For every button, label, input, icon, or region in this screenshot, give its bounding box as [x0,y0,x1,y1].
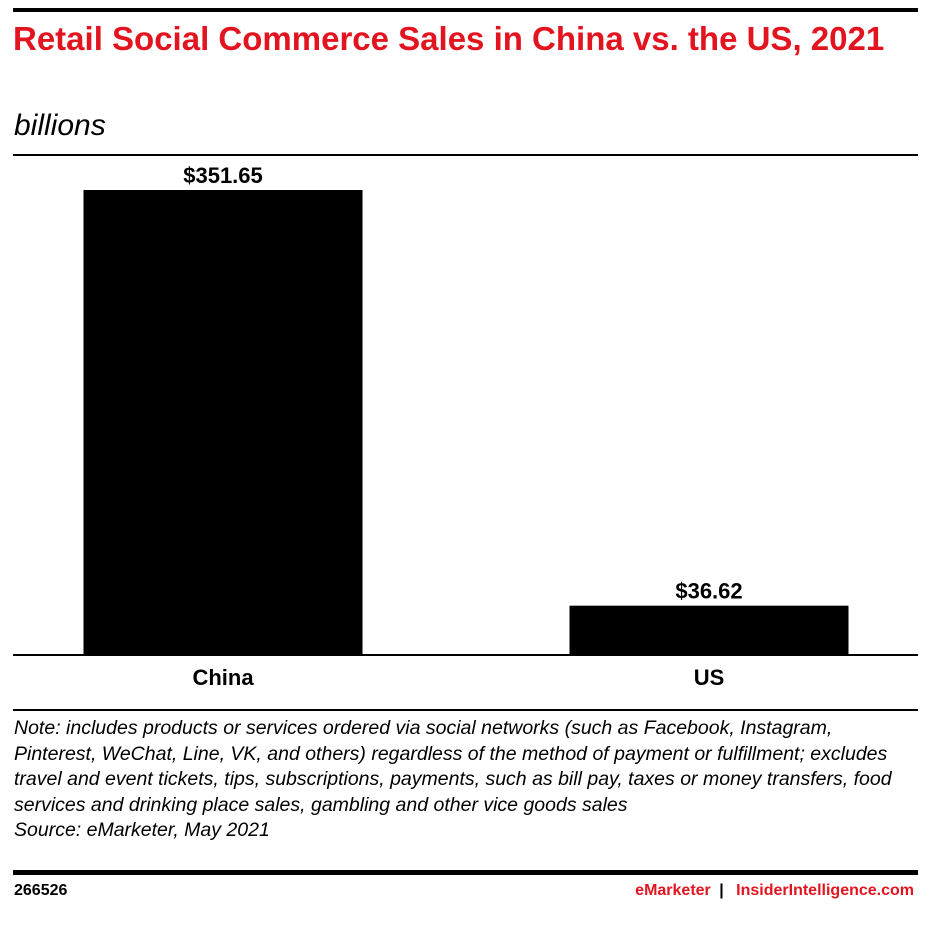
chart-subtitle: billions [14,109,106,142]
footer-divider [13,870,918,875]
brand-emarketer[interactable]: eMarketer [635,882,711,899]
top-rule [13,8,918,12]
brand-separator: | [719,882,724,899]
brand-insiderintelligence-link[interactable]: InsiderIntelligence.com [736,882,914,899]
bar-china [83,190,363,654]
x-axis-line [13,654,918,656]
bar-us [569,605,849,654]
data-label-china: $351.65 [183,163,263,188]
bar-chart: $351.65 China $36.62 US [83,163,849,690]
x-tick-label-us: US [694,665,725,690]
brand-credit: eMarketer | InsiderIntelligence.com [635,882,914,900]
header-divider [13,154,918,156]
note-divider [13,709,918,711]
footnote: Note: includes products or services orde… [14,716,919,844]
data-label-us: $36.62 [675,579,742,604]
chart-id: 266526 [14,882,68,899]
chart-title: Retail Social Commerce Sales in China vs… [13,20,885,57]
source-text: Source: eMarketer, May 2021 [14,819,270,842]
x-tick-label-china: China [192,665,254,690]
note-text: Note: includes products or services orde… [14,717,892,816]
